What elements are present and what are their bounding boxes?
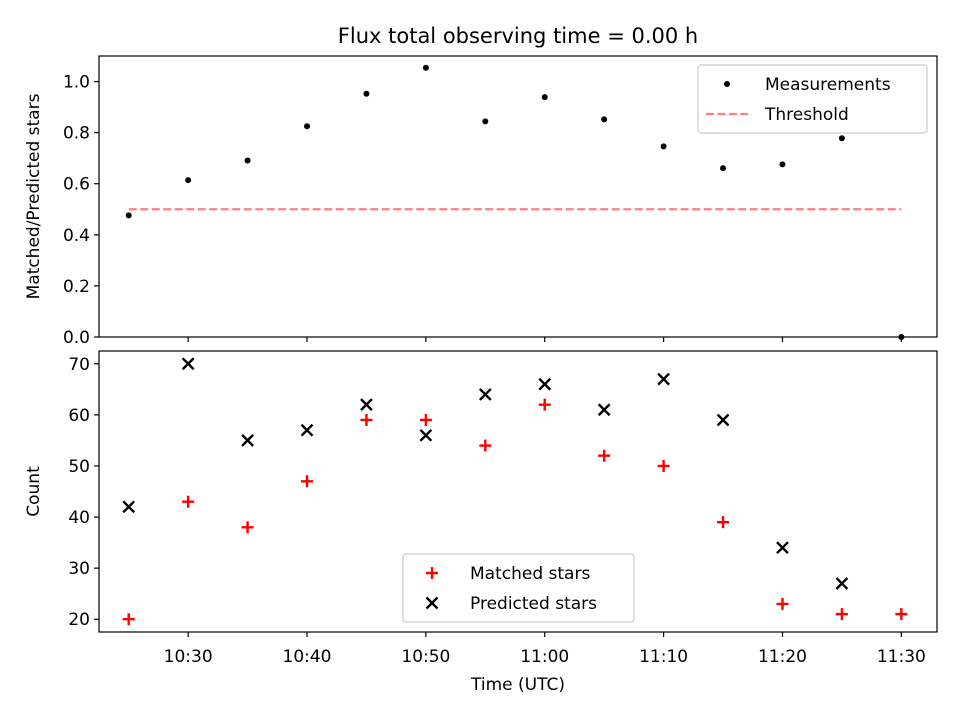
y-tick-label: 0.6	[63, 175, 90, 195]
y-tick-label: 70	[68, 355, 90, 375]
legend-frame	[402, 553, 635, 623]
x-tick-label: 11:30	[877, 647, 926, 667]
measurement-point	[779, 161, 786, 168]
x-tick-label: 10:40	[283, 647, 332, 667]
legend-handle-plus	[426, 567, 438, 579]
legend-label: Measurements	[765, 75, 891, 95]
matched-star-point	[301, 475, 314, 488]
legend-frame	[697, 64, 928, 134]
predicted-star-point	[597, 403, 611, 417]
measurement-point	[898, 334, 905, 340]
matched-star-point	[657, 459, 670, 472]
axes-frame	[98, 55, 938, 338]
matched-star-point	[776, 597, 789, 610]
x-tick-label: 11:20	[758, 647, 807, 667]
x-tick-label: 10:30	[164, 647, 213, 667]
measurement-point	[541, 94, 548, 101]
measurement-point	[304, 123, 311, 130]
predicted-star-point	[360, 398, 373, 411]
y-tick-label: 0.4	[63, 226, 90, 246]
y-tick-label: 0.2	[63, 277, 90, 297]
measurement-point	[185, 177, 192, 184]
measurement-point	[125, 212, 132, 219]
ratio-panel: 0.0 0.2 0.4 0.6 0.8 1.0 Matched/Predicted star…	[24, 55, 938, 348]
measurement-point	[838, 135, 845, 142]
x-tick-label: 11:00	[520, 647, 569, 667]
y-tick-label: 20	[68, 610, 90, 630]
predicted-star-point	[122, 500, 136, 514]
matched-star-point	[835, 608, 848, 621]
legend-label: Matched stars	[470, 564, 590, 584]
x-tick-label: 10:50	[401, 647, 450, 667]
matched-star-point	[479, 439, 492, 452]
matched-star-point	[419, 413, 432, 426]
legend-label: Predicted stars	[470, 594, 597, 614]
y-tick-label: 60	[68, 406, 90, 426]
y-tick-label: 30	[68, 559, 90, 579]
measurement-point	[482, 118, 489, 125]
y-tick-label: 1.0	[63, 73, 90, 93]
x-tick-label: 11:10	[639, 647, 688, 667]
y-tick-label: 0.8	[63, 124, 90, 144]
y-axis-label: Count	[24, 466, 44, 517]
measurement-point	[720, 165, 727, 172]
predicted-star-point	[181, 357, 195, 371]
y-axis-label: Matched/Predicted stars	[24, 93, 44, 299]
predicted-star-point	[835, 577, 849, 590]
predicted-star-point	[419, 428, 433, 442]
matched-star-point	[182, 495, 195, 508]
figure-title: Flux total observing time = 0.00 h	[338, 24, 698, 48]
predicted-star-point	[478, 388, 492, 401]
matched-star-point	[895, 608, 908, 621]
legend: Measurements Threshold	[697, 64, 928, 134]
measurement-point	[660, 143, 667, 150]
y-tick-label: 0.0	[63, 328, 90, 348]
x-axis-label: Time (UTC)	[470, 675, 565, 695]
measurement-point	[422, 64, 429, 71]
matched-star-point	[241, 521, 254, 534]
count-panel: 20 30 40 50 60 70 10:30 10:40 10:50 11:00 11:10 11:…	[24, 350, 938, 667]
axes-frame	[98, 350, 938, 633]
matched-star-point	[360, 413, 373, 426]
measurement-point	[363, 90, 370, 97]
predicted-star-point	[300, 423, 314, 437]
y-tick-label: 40	[68, 508, 90, 528]
legend-handle-x	[425, 596, 439, 610]
matched-star-point	[717, 516, 730, 529]
legend-label: Threshold	[764, 105, 849, 125]
matched-star-point	[598, 449, 611, 462]
matched-star-point	[122, 613, 135, 626]
predicted-star-point	[716, 413, 730, 427]
y-tick-label: 50	[68, 457, 90, 477]
legend: Matched stars Predicted stars	[402, 553, 635, 623]
legend-handle-dot	[724, 81, 730, 87]
predicted-star-point	[776, 541, 789, 555]
measurement-point	[601, 116, 608, 123]
predicted-star-point	[538, 377, 552, 391]
matched-star-point	[538, 398, 551, 411]
measurement-point	[244, 157, 251, 164]
predicted-star-point	[241, 434, 254, 447]
predicted-star-point	[657, 372, 670, 386]
